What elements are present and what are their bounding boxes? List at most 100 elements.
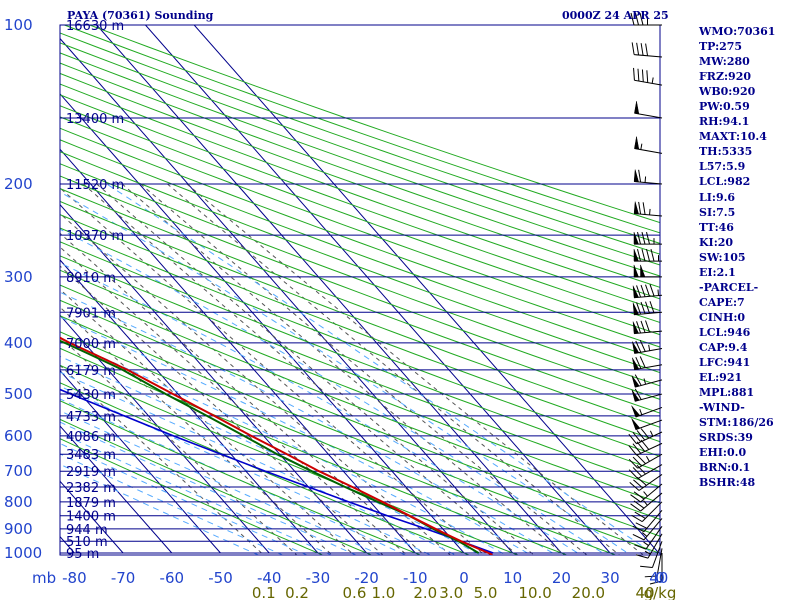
pressure-tick-label: 700 [4,462,33,480]
wind-barb-flag [645,284,651,297]
dry-adiabat-line [60,364,520,555]
dry-adiabat-line [60,105,660,324]
dry-adiabat-line [60,139,660,361]
wind-barb [633,231,662,245]
mixing-ratio-line [60,212,452,555]
pressure-tick-label: 100 [4,16,33,34]
index-item: TP:275 [699,40,743,54]
dry-adiabat-line [60,62,660,277]
moist-adiabat-line [60,191,632,555]
wind-barb-flag [646,248,650,262]
wind-barb-flag [636,454,646,465]
dry-adiabat-line [89,25,660,224]
wind-barb-pennant [631,375,640,388]
wind-barb-flag [628,458,639,469]
index-item: LFC:941 [699,356,751,370]
isotherm-line [60,259,319,554]
wind-barb [628,428,663,445]
wind-barb [632,518,663,541]
dry-adiabat-line [60,116,660,336]
index-item: -PARCEL- [699,280,759,294]
moist-adiabat-line [60,371,457,555]
wind-barb-flag [630,503,641,512]
mixing-ratio-line [121,183,566,555]
pressure-tick-label: 200 [4,175,33,193]
index-item: SW:105 [699,250,746,264]
wind-barb-flag [628,433,638,445]
wind-barb-pennant [633,232,639,245]
index-item: CINH:0 [699,310,746,324]
isotherm-line [193,25,660,554]
wind-barb-flag [632,533,645,541]
dry-adiabat-line [60,32,660,244]
wind-barb-staff [651,541,663,568]
temperature-tick-label: 0 [459,569,469,587]
dry-adiabat-line [60,127,660,348]
wind-barb-flag [640,565,653,569]
wind-barb-flag [633,479,644,489]
wind-barb-flag [632,443,642,454]
moist-adiabat-line [60,410,382,555]
wind-barb-staff [636,431,663,445]
mixing-ratio-line [60,232,426,555]
wind-barb-flag [640,43,644,56]
wind-barb [630,483,663,503]
index-item: PW:0.59 [699,100,750,114]
height-label: 10370 m [66,229,124,244]
mixing-ratio-line [186,183,644,555]
index-item: CAPE:7 [699,295,745,309]
moist-adiabat-line [60,398,407,555]
wind-barb-flag [634,544,647,550]
mixing-ratio-label: 20.0 [572,584,605,600]
wind-barb-flag [636,476,647,486]
isobar-lines [59,24,661,556]
height-label: 2919 m [66,465,116,480]
wind-barb-flag [646,231,650,245]
mixing-ratio-unit: g/kg [644,584,677,600]
index-item: WB0:920 [699,85,756,99]
dry-adiabat-line [60,188,660,414]
wind-barb [631,501,663,523]
isotherm-line [60,425,173,554]
wind-barb-half-flag [643,541,649,546]
wind-barb-flag [630,494,641,503]
sounding-time: 0000Z 24 APR 25 [562,9,669,22]
index-item: CAP:9.4 [699,340,748,354]
moist-adiabat-line [60,432,333,555]
moist-adiabat-line [60,385,432,555]
wind-barb-flag [644,575,658,578]
wind-barb-flag [629,482,640,491]
wind-barb-flag [645,43,649,56]
wind-barb-flag [632,467,643,477]
dry-adiabat-line [60,347,569,555]
wind-barb [632,509,663,533]
wind-barb [633,248,662,262]
pressure-tick-label: 800 [4,493,33,511]
wind-barb-staff [640,483,663,503]
dry-adiabat-line [60,94,660,312]
wind-barb-half-flag [649,208,651,215]
wind-barb-flag [633,491,645,500]
wind-barb-flag [645,320,651,333]
wind-barb [628,439,663,456]
height-label: 6179 m [66,364,116,379]
moist-adiabat-line [60,228,607,555]
wind-barb [629,474,663,491]
height-label: 3483 m [66,448,116,463]
isotherm-line [60,93,465,554]
wind-barb [631,418,663,431]
wind-barb-pennant [632,341,640,354]
station-title: PAYA (70361) Sounding [67,9,214,22]
wind-barb-flag [635,12,639,26]
wind-barb [640,541,663,569]
wind-barb-flag [640,428,650,439]
mixing-ratio-line [166,183,621,555]
dry-adiabat-line [60,255,660,488]
wind-barb-flag [646,70,649,83]
temperature-tick-label: -80 [62,569,87,587]
dry-adiabat-line [60,331,617,555]
wind-barb-flag [650,248,655,262]
index-item: BSHR:48 [699,476,756,490]
height-label: 13400 m [66,112,124,127]
